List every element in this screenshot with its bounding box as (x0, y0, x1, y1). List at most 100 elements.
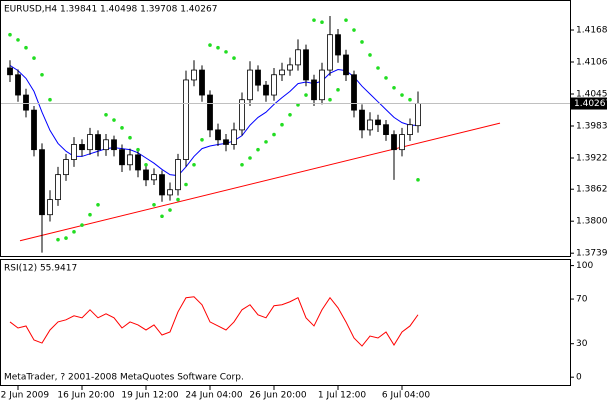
candle-body (311, 79, 317, 101)
rsi-title: RSI(12) 55.9417 (4, 264, 77, 274)
candle-body (23, 94, 29, 111)
sar-dot (392, 85, 396, 90)
candle-body (159, 174, 165, 196)
sar-dot (208, 43, 212, 47)
candle-body (399, 134, 405, 151)
candle-body (183, 79, 189, 160)
candle-body (295, 49, 301, 66)
y-tick-label: 1.41680 (576, 26, 608, 36)
x-tick-label: 12 Jun 2009 (0, 391, 49, 401)
candle-body (287, 64, 293, 71)
sar-dot (384, 76, 388, 80)
candle-body (255, 69, 261, 86)
sar-dot (224, 50, 228, 54)
candle-body (215, 129, 221, 141)
x-tick-label: 26 Jun 20:00 (249, 391, 306, 401)
sar-dot (368, 53, 372, 57)
sar-dot (328, 97, 332, 102)
sar-dot (360, 40, 364, 44)
y-tick-label: 1.39835 (576, 121, 608, 131)
sar-dot (280, 122, 284, 127)
candle-body (55, 174, 61, 201)
sar-dot (104, 113, 108, 117)
sar-dot (296, 103, 300, 107)
trendline (19, 122, 501, 242)
sar-dot (304, 93, 308, 97)
candle-body (247, 69, 253, 101)
rsi-panel (0, 259, 571, 386)
sar-dot (416, 178, 420, 182)
candle-body (407, 124, 413, 135)
sar-dot (352, 28, 356, 32)
sar-dot (264, 140, 268, 144)
sar-dot (200, 137, 204, 142)
sar-dot (144, 162, 148, 167)
candle-body (367, 119, 373, 131)
sar-dot (176, 197, 180, 202)
candle-body (15, 74, 21, 96)
candle-body (199, 69, 205, 96)
sar-dot (408, 97, 412, 102)
sar-dot (32, 56, 36, 60)
candle-body (239, 99, 245, 131)
x-tick-label: 1 Jul 12:00 (318, 391, 367, 401)
candle-body (119, 149, 125, 166)
candle-body (63, 159, 69, 176)
rsi-line (9, 296, 419, 347)
candle-body (79, 144, 85, 151)
candle-body (47, 199, 53, 216)
sar-dot (40, 72, 44, 77)
moving-average (9, 64, 418, 177)
y-tick-label: 1.38005 (576, 217, 608, 227)
sar-dot (248, 156, 252, 160)
candle-body (223, 139, 229, 145)
last-price-box (571, 97, 607, 110)
candle-body (303, 49, 309, 81)
sar-dot (56, 237, 60, 242)
candle-body (359, 109, 365, 131)
sar-dot (112, 118, 116, 122)
x-tick-label: 19 Jun 12:00 (121, 391, 178, 401)
copyright: MetaTrader, ? 2001-2008 MetaQuotes Softw… (4, 373, 244, 383)
candle-body (31, 109, 37, 151)
sar-dot (344, 18, 348, 22)
sar-dot (192, 162, 196, 167)
y-tick-label: 1.37390 (576, 249, 608, 259)
sar-dot (64, 236, 68, 240)
candle-body (87, 134, 93, 151)
candle-body (39, 149, 45, 216)
candle-body (415, 103, 421, 127)
x-tick-label: 24 Jun 04:00 (185, 391, 242, 401)
candle-body (351, 74, 357, 111)
sar-dot (24, 45, 28, 50)
candle-body (135, 154, 141, 171)
candle-body (375, 119, 381, 126)
candle-body (143, 169, 149, 181)
sar-dot (80, 223, 84, 227)
sar-dot (256, 147, 260, 152)
candle-body (95, 134, 101, 151)
sar-dot (400, 93, 404, 97)
last-price-label: 1.40267 (574, 99, 608, 109)
sar-dot (88, 212, 92, 217)
x-tick-label: 16 Jun 20:00 (57, 391, 114, 401)
price-panel (0, 0, 571, 257)
candle-body (271, 74, 277, 96)
sar-dot (288, 113, 292, 117)
candle-body (231, 129, 237, 145)
candle-body (263, 84, 269, 96)
sar-dot (240, 162, 244, 167)
y-tick-label: 1.41065 (576, 58, 608, 68)
sar-dot (312, 18, 316, 22)
sar-dot (152, 203, 156, 207)
candle-body (127, 154, 133, 166)
sar-dot (8, 32, 12, 37)
candle-body (327, 34, 333, 71)
sar-dot (232, 56, 236, 60)
candle-body (335, 34, 341, 56)
candle-body (7, 67, 13, 76)
candle-body (175, 159, 181, 191)
sar-dot (184, 182, 188, 187)
y-tick-label: 1.38620 (576, 185, 608, 195)
